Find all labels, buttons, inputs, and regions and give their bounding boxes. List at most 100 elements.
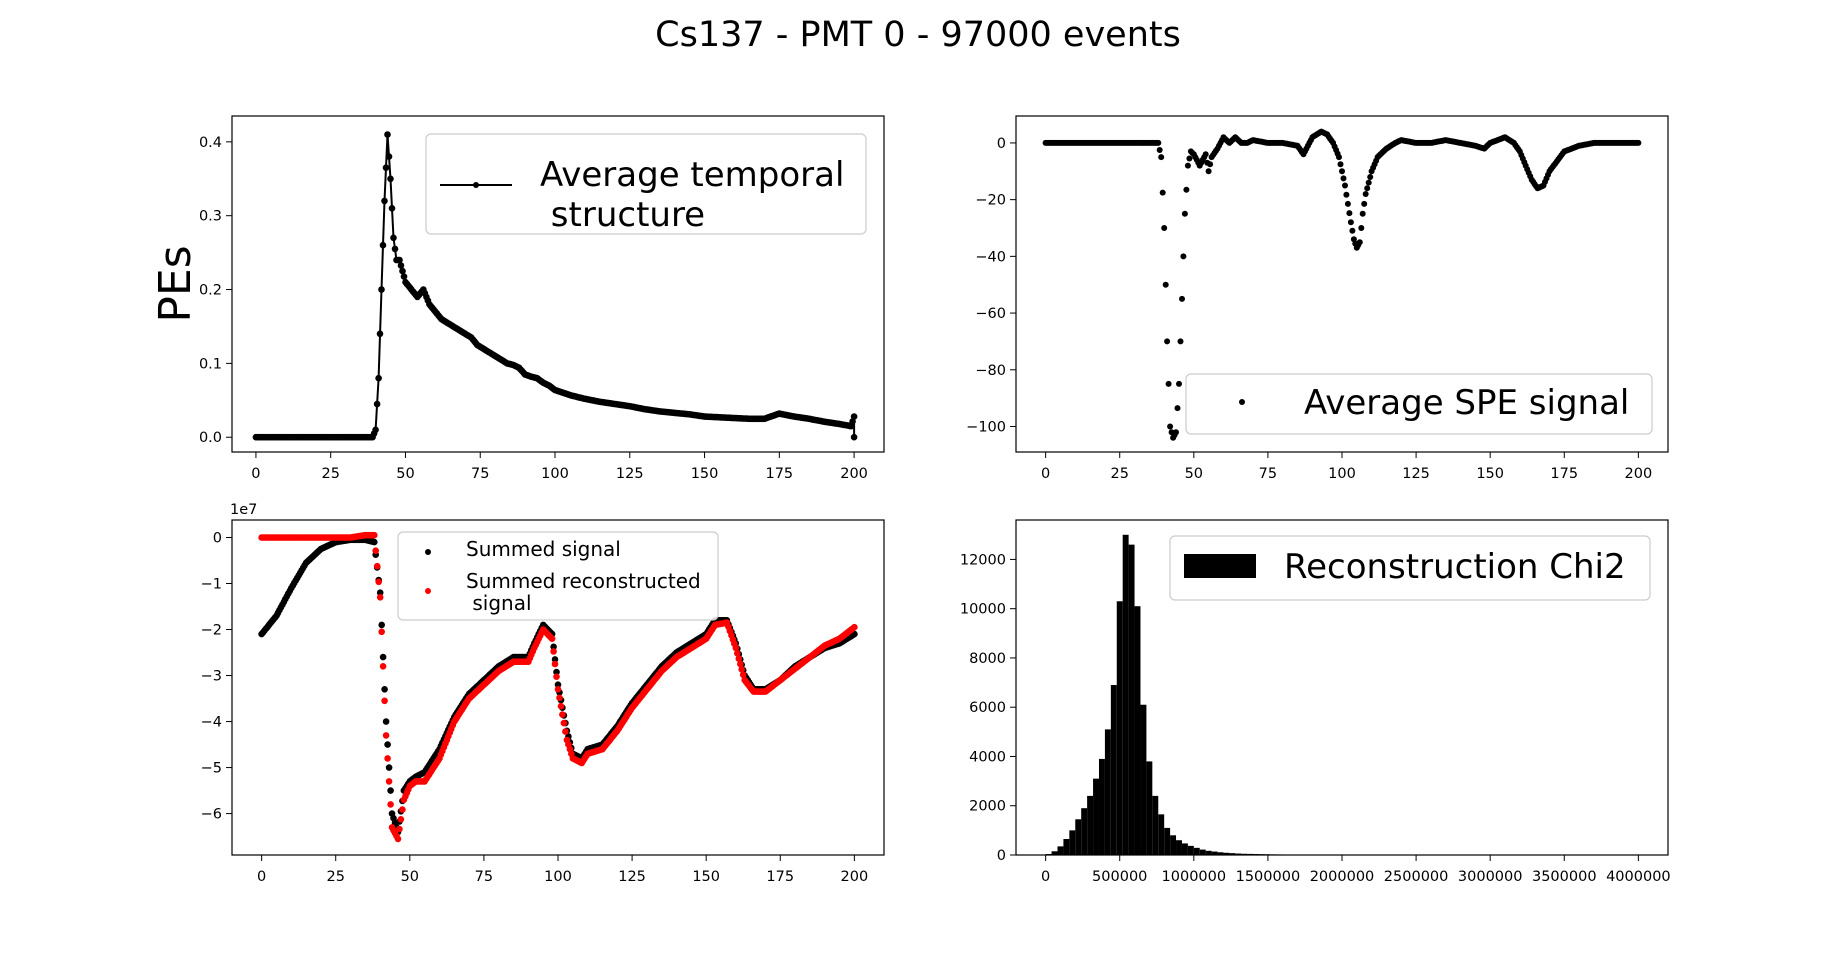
temporal-y-tick-label: 0.1 xyxy=(199,356,222,372)
summed-point xyxy=(732,644,740,652)
summed-y-tick-label: −5 xyxy=(201,761,222,777)
summed-y-tick-label: −3 xyxy=(201,669,222,685)
temporal-y-tick-label: 0.0 xyxy=(199,430,222,446)
chi2-bar xyxy=(1081,808,1088,855)
chi2-y-tick-label: 8000 xyxy=(969,651,1006,667)
chi2-bar xyxy=(1093,778,1099,855)
temporal-x-tick-label: 0 xyxy=(251,466,260,482)
summed-point xyxy=(553,673,560,680)
summed-y-tick-label: 0 xyxy=(213,530,222,546)
spe-point xyxy=(1162,281,1169,288)
chi2-y-tick-label: 4000 xyxy=(969,749,1006,765)
summed-point xyxy=(382,732,390,739)
spe-x-tick-label: 50 xyxy=(1185,466,1203,482)
temporal-legend-marker xyxy=(473,182,479,188)
summed-point xyxy=(551,656,559,663)
temporal-point xyxy=(850,433,858,441)
summed-point xyxy=(371,538,378,546)
chi2-bar xyxy=(1158,814,1165,855)
spe-point xyxy=(1359,210,1366,217)
summed-point xyxy=(384,755,391,762)
summed-point xyxy=(399,806,406,813)
summed-series-1-markers xyxy=(258,531,858,843)
chi2-legend: Reconstruction Chi2 xyxy=(1169,535,1651,601)
summed-point xyxy=(378,628,386,636)
temporal-point xyxy=(372,426,379,434)
spe-point xyxy=(1337,161,1344,168)
chi2-legend-label: Reconstruction Chi2 xyxy=(1284,547,1626,587)
summed-x-tick-label: 175 xyxy=(766,869,794,885)
spe-point xyxy=(1155,139,1162,146)
summed-legend: Summed signal Summed reconstructed signal xyxy=(397,531,719,621)
temporal-point xyxy=(373,400,381,408)
spe-x-tick-label: 200 xyxy=(1625,466,1653,482)
spe-chart: 0 25 50 75 100 125 150 175 200 0 −20 −40 −60 −80 −100 A… xyxy=(966,115,1669,482)
summed-legend-label: Summed signal xyxy=(466,537,621,561)
spe-point xyxy=(1347,219,1354,226)
summed-point xyxy=(738,666,745,673)
temporal-point xyxy=(387,175,394,183)
spe-point xyxy=(1205,168,1212,175)
temporal-y-axis-label: PEs xyxy=(150,245,201,322)
chi2-bar xyxy=(1087,795,1094,855)
temporal-point xyxy=(850,413,858,420)
chi2-bar xyxy=(1122,534,1129,855)
summed-point xyxy=(387,801,394,808)
summed-point xyxy=(851,623,858,631)
spe-y-tick-label: −60 xyxy=(975,306,1006,322)
summed-point xyxy=(385,764,393,771)
spe-y-tick-label: −80 xyxy=(975,363,1006,379)
summed-point xyxy=(556,694,563,702)
spe-legend-marker xyxy=(1239,399,1245,405)
temporal-point xyxy=(388,205,396,212)
chi2-bar xyxy=(1098,758,1105,855)
spe-point xyxy=(1336,154,1342,161)
chi2-bar xyxy=(1075,819,1082,855)
chi2-chart: 0 500000 1000000 1500000 2000000 2500000 30000… xyxy=(960,519,1671,885)
chi2-y-tick-label: 10000 xyxy=(960,602,1006,618)
chi2-bar xyxy=(1069,830,1076,855)
summed-point xyxy=(550,643,557,651)
spe-point xyxy=(1176,380,1182,387)
summed-y-tick-label: −1 xyxy=(201,577,222,593)
summed-x-tick-label: 150 xyxy=(692,869,720,885)
temporal-y-tick-label: 0.2 xyxy=(199,283,222,299)
temporal-y-tick-label: 0.4 xyxy=(199,135,222,151)
spe-point xyxy=(1165,380,1172,387)
summed-point xyxy=(553,668,560,676)
chi2-bar xyxy=(1104,729,1111,855)
temporal-point xyxy=(382,164,390,171)
summed-point xyxy=(375,578,383,586)
summed-point xyxy=(554,681,562,688)
temporal-legend-frame xyxy=(425,133,867,235)
spe-x-tick-label: 0 xyxy=(1041,466,1050,482)
chi2-x-tick-label: 2000000 xyxy=(1310,869,1375,885)
spe-point xyxy=(1358,225,1365,231)
chi2-x-tick-label: 4000000 xyxy=(1606,869,1671,885)
temporal-point xyxy=(376,330,384,338)
spe-y-tick-label: −100 xyxy=(966,419,1006,435)
summed-x-tick-label: 0 xyxy=(257,869,266,885)
spe-legend-frame xyxy=(1185,373,1653,435)
summed-point xyxy=(551,660,559,668)
temporal-x-tick-label: 125 xyxy=(616,466,644,482)
summed-point xyxy=(560,719,568,727)
temporal-legend-label: structure xyxy=(540,195,705,235)
summed-plot-area xyxy=(258,531,858,843)
spe-point xyxy=(1167,423,1174,430)
chi2-bar xyxy=(1140,704,1147,855)
summed-point xyxy=(562,728,569,735)
spe-point xyxy=(1161,225,1168,231)
temporal-chart: 0 25 50 75 100 125 150 175 200 0.0 0.1 0.2 0.3 0.4 PEs… xyxy=(150,115,885,482)
chi2-bar xyxy=(1223,852,1230,855)
summed-x-tick-label: 25 xyxy=(327,869,345,885)
chi2-bar xyxy=(1229,853,1236,855)
spe-legend-label: Average SPE signal xyxy=(1304,383,1629,423)
spe-point xyxy=(1207,161,1214,168)
temporal-point xyxy=(381,197,388,205)
spe-point xyxy=(1158,154,1165,161)
temporal-point xyxy=(396,256,403,264)
summed-point xyxy=(376,589,384,596)
chi2-x-tick-label: 1500000 xyxy=(1236,869,1301,885)
